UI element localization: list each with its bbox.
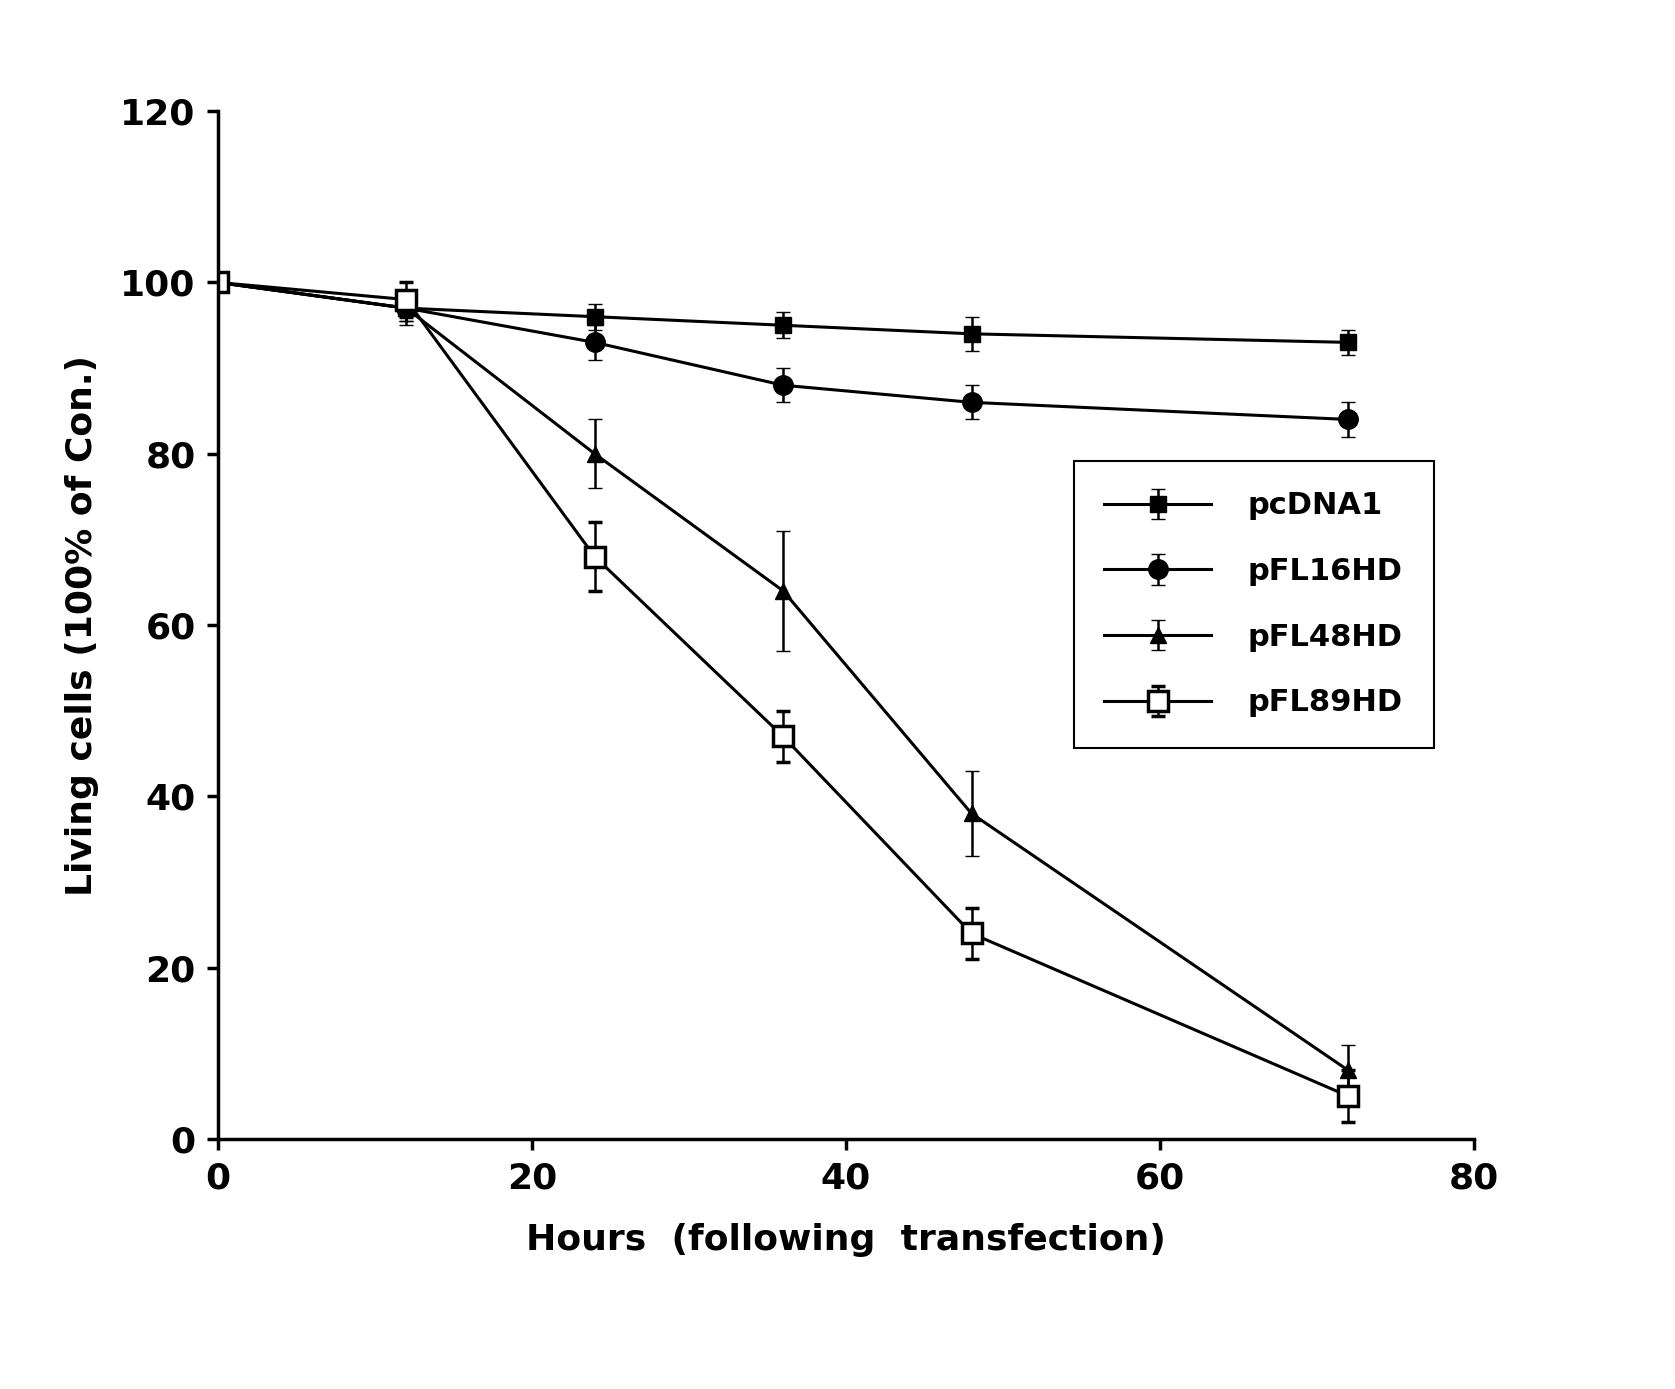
Y-axis label: Living cells (100% of Con.): Living cells (100% of Con.) bbox=[65, 354, 99, 896]
Legend: pcDNA1, pFL16HD, pFL48HD, pFL89HD: pcDNA1, pFL16HD, pFL48HD, pFL89HD bbox=[1074, 461, 1434, 749]
X-axis label: Hours  (following  transfection): Hours (following transfection) bbox=[526, 1222, 1166, 1257]
